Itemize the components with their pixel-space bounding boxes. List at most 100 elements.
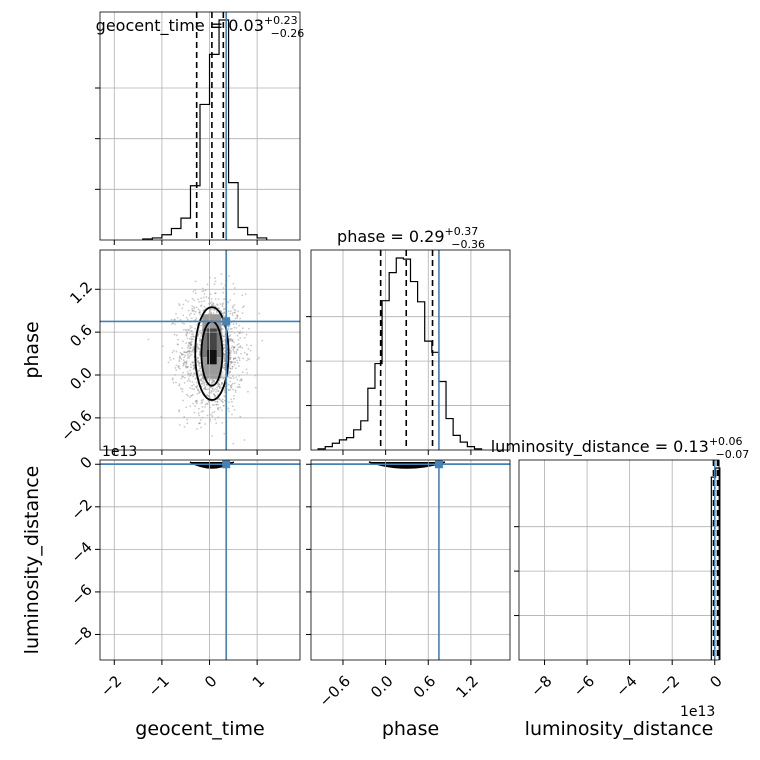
sample-point <box>230 339 233 342</box>
sample-point <box>237 339 240 341</box>
sample-point <box>198 375 201 377</box>
sample-point <box>217 382 220 384</box>
sample-point <box>237 386 240 388</box>
sample-point <box>196 387 199 389</box>
y-tick-label: 0.6 <box>66 321 96 351</box>
sample-point <box>182 303 185 306</box>
sample-point <box>204 423 207 425</box>
sample-point <box>185 329 188 332</box>
sample-point <box>233 363 236 366</box>
sample-point <box>171 351 174 354</box>
sample-point <box>221 376 224 378</box>
sample-point <box>200 332 203 334</box>
sample-point <box>220 383 223 386</box>
sample-point <box>229 328 232 330</box>
sample-point <box>213 393 215 395</box>
sample-point <box>179 424 181 426</box>
sample-point <box>189 354 192 357</box>
sample-point <box>196 428 199 430</box>
sample-point <box>179 318 182 321</box>
sample-point <box>201 381 204 383</box>
sample-point <box>231 312 234 315</box>
sample-point <box>202 290 205 292</box>
sample-point <box>191 349 194 352</box>
sample-point <box>187 341 190 344</box>
sample-point <box>195 306 198 309</box>
sample-point <box>178 360 181 363</box>
sample-point <box>229 370 232 373</box>
sample-point <box>216 407 219 410</box>
sample-point <box>181 307 184 310</box>
sample-point <box>192 361 195 364</box>
sample-point <box>241 371 244 374</box>
x-tick-label: −8 <box>527 672 555 700</box>
sample-point <box>233 347 236 349</box>
sample-point <box>238 383 241 386</box>
sample-point <box>236 343 239 346</box>
sample-point <box>184 354 186 357</box>
sample-point <box>248 327 250 330</box>
sample-point <box>213 283 216 285</box>
sample-point <box>240 379 243 382</box>
sample-point <box>196 345 199 348</box>
sample-point <box>234 391 237 393</box>
sample-point <box>232 323 235 325</box>
panel-frame <box>310 249 511 451</box>
y-offset-label: 1e13 <box>102 444 137 460</box>
sample-point <box>209 386 212 389</box>
sample-point <box>240 378 243 380</box>
truth-marker <box>222 317 231 326</box>
sample-point <box>223 376 226 378</box>
density-cell <box>207 350 217 365</box>
sample-point <box>223 360 226 362</box>
text-layer: geocent_time = 0.03+0.23 −0.26 phase = 0.2… <box>21 14 749 740</box>
x-tick-label: −4 <box>612 672 640 700</box>
sample-point <box>223 357 225 360</box>
sample-point <box>187 394 189 397</box>
sample-point <box>175 381 177 384</box>
sample-point <box>232 357 235 360</box>
sample-point <box>174 318 176 321</box>
sample-point <box>221 381 224 384</box>
sample-point <box>233 394 235 397</box>
sample-point <box>197 348 200 351</box>
sample-point <box>241 306 244 309</box>
sample-point <box>222 314 225 317</box>
sample-point <box>248 358 251 361</box>
sample-point <box>222 302 225 305</box>
sample-point <box>233 311 236 314</box>
sample-point <box>233 409 236 411</box>
sample-point <box>200 399 203 402</box>
sample-point <box>258 312 261 315</box>
sample-point <box>191 297 194 300</box>
sample-point <box>180 358 183 360</box>
sample-point <box>178 365 180 367</box>
sample-point <box>211 381 213 384</box>
sample-point <box>185 366 188 369</box>
sample-point <box>221 398 224 401</box>
sample-point <box>223 356 226 359</box>
sample-point <box>229 351 232 354</box>
sample-point <box>223 376 225 379</box>
sample-point <box>209 378 212 381</box>
x-tick-label: −6 <box>570 672 598 700</box>
sample-point <box>229 310 232 313</box>
sample-point <box>181 353 183 356</box>
sample-point <box>214 400 217 403</box>
sample-point <box>211 304 214 307</box>
sample-point <box>176 343 179 345</box>
sample-point <box>196 402 198 405</box>
sample-point <box>193 372 195 375</box>
panel-title-geocent_time: geocent_time = 0.03+0.23 −0.26 <box>96 14 305 40</box>
sample-point <box>188 342 191 345</box>
sample-point <box>188 347 191 350</box>
sample-point <box>179 355 181 358</box>
sample-point <box>186 366 189 368</box>
sample-point <box>189 346 192 349</box>
sample-point <box>217 390 220 392</box>
sample-point <box>232 442 235 445</box>
sample-point <box>229 358 232 360</box>
sample-point <box>200 305 202 308</box>
sample-point <box>241 327 244 330</box>
sample-point <box>215 422 218 424</box>
